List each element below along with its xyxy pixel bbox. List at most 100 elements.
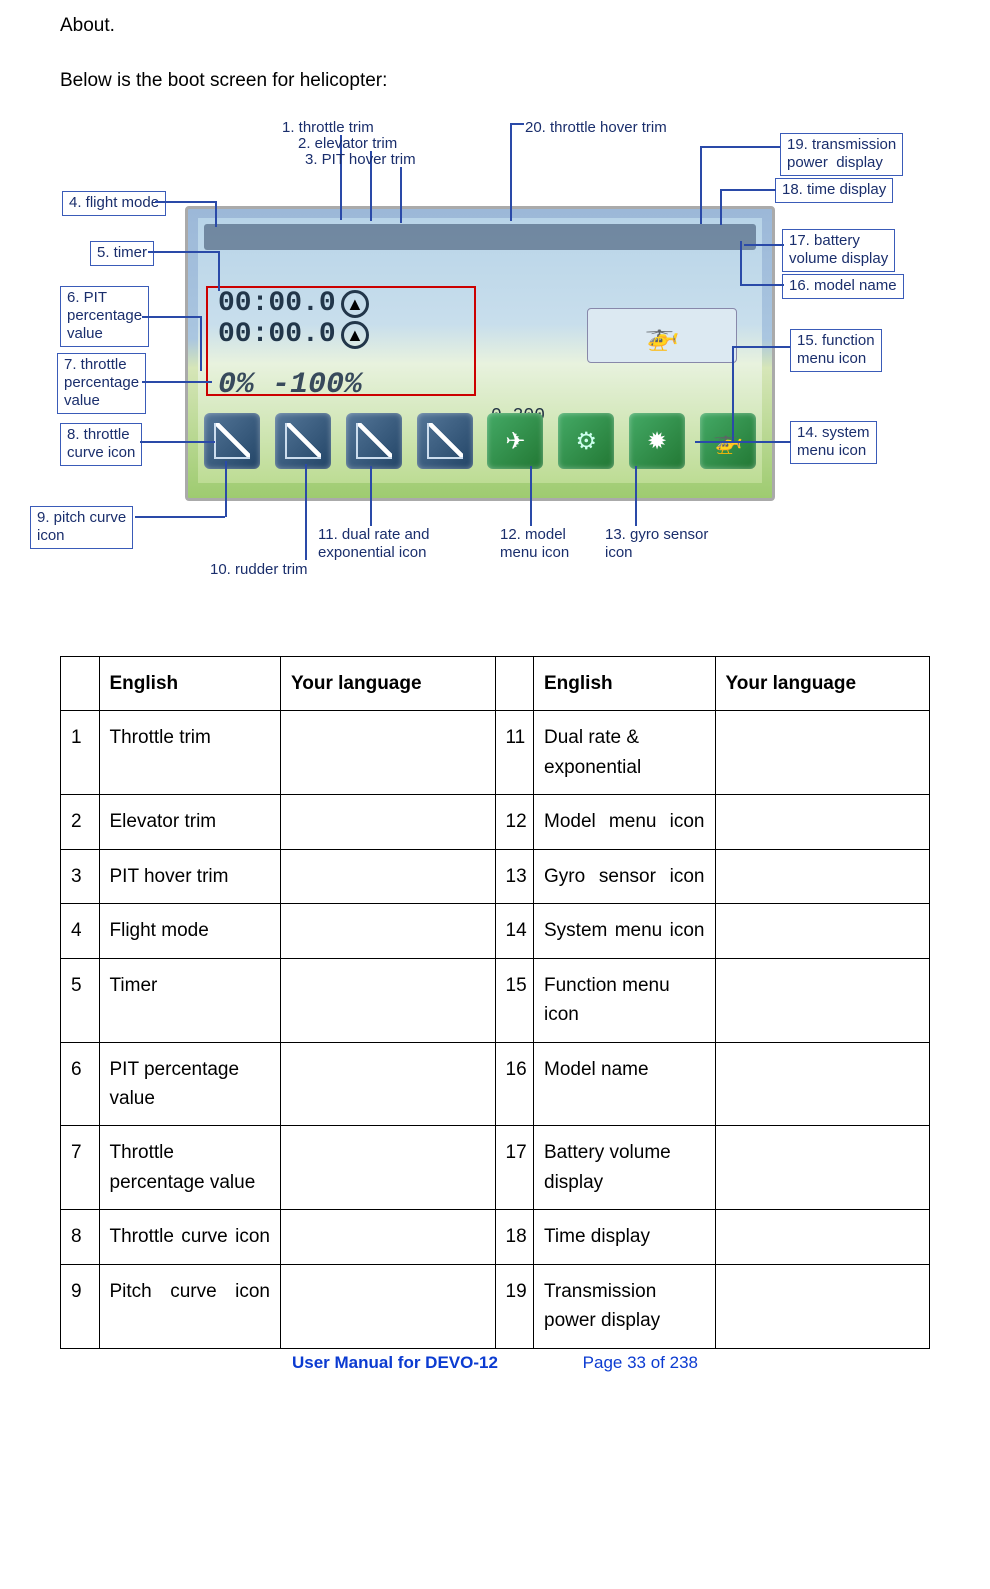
device-screen: 00:00.0 ▲ 00:00.0 ▲ 0% -100% 🚁 0 200 ◆ 0…	[198, 218, 762, 483]
line	[148, 251, 218, 253]
cell: Model name	[534, 1042, 716, 1126]
cell	[715, 795, 930, 849]
callout-17: 17. battery volume display	[782, 229, 895, 272]
cell: 18	[495, 1210, 534, 1264]
line	[142, 316, 200, 318]
cell: 15	[495, 958, 534, 1042]
boot-screen-figure: 00:00.0 ▲ 00:00.0 ▲ 0% -100% 🚁 0 200 ◆ 0…	[80, 121, 910, 596]
cell: Gyro sensor icon	[534, 849, 716, 903]
cell	[715, 1042, 930, 1126]
table-row: 5Timer15Function menu icon	[61, 958, 930, 1042]
cell: 19	[495, 1264, 534, 1348]
cell	[715, 1264, 930, 1348]
hdr-blank	[61, 657, 100, 711]
model-menu-icon	[487, 413, 543, 469]
line	[135, 516, 225, 518]
cell: Timer	[99, 958, 281, 1042]
pitch-curve-icon	[275, 413, 331, 469]
callout-8: 8. throttle curve icon	[60, 423, 142, 466]
line	[732, 346, 790, 348]
callout-13: 13. gyro sensor icon	[605, 526, 708, 562]
cell: 4	[61, 904, 100, 958]
line	[740, 284, 784, 286]
cell: 13	[495, 849, 534, 903]
line	[510, 123, 512, 221]
line	[215, 201, 217, 227]
cell	[281, 1264, 496, 1348]
line	[744, 244, 784, 246]
line	[720, 189, 776, 191]
table-row: 7Throttle percentage value17Battery volu…	[61, 1126, 930, 1210]
callout-16: 16. model name	[782, 274, 904, 299]
page-footer: User Manual for DEVO-12 Page 33 of 238	[60, 1353, 930, 1373]
callout-6: 6. PIT percentage value	[60, 286, 149, 347]
cell	[281, 795, 496, 849]
callout-9: 9. pitch curve icon	[30, 506, 133, 549]
table-row: 1Throttle trim11Dual rate & exponential	[61, 711, 930, 795]
line	[740, 241, 742, 285]
dual-rate-icon	[346, 413, 402, 469]
cell: Function menu icon	[534, 958, 716, 1042]
hdr-english: English	[99, 657, 281, 711]
cell	[281, 1210, 496, 1264]
table-header-row: English Your language English Your langu…	[61, 657, 930, 711]
line	[732, 346, 734, 441]
cell: 8	[61, 1210, 100, 1264]
cell: System menu icon	[534, 904, 716, 958]
glossary-table: English Your language English Your langu…	[60, 656, 930, 1349]
line	[142, 381, 212, 383]
callout-12: 12. model menu icon	[500, 526, 569, 562]
callout-7: 7. throttle percentage value	[57, 353, 146, 414]
cell	[715, 849, 930, 903]
cell: 17	[495, 1126, 534, 1210]
cell: 11	[495, 711, 534, 795]
cell: PIT percentage value	[99, 1042, 281, 1126]
cell: Elevator trim	[99, 795, 281, 849]
hdr-blank2	[495, 657, 534, 711]
screen-icon-row	[204, 413, 756, 475]
screen-statusbar	[204, 224, 756, 250]
cell	[281, 1042, 496, 1126]
cell	[281, 958, 496, 1042]
line	[700, 146, 780, 148]
cell	[715, 711, 930, 795]
line	[695, 441, 791, 443]
line	[140, 441, 215, 443]
cell: 2	[61, 795, 100, 849]
callout-14: 14. system menu icon	[790, 421, 877, 464]
callout-19: 19. transmission power display	[780, 133, 903, 176]
table-row: 9Pitch curve icon19Transmission power di…	[61, 1264, 930, 1348]
line	[305, 464, 307, 560]
line	[700, 146, 702, 224]
cell: Throttle trim	[99, 711, 281, 795]
table-row: 4Flight mode14System menu icon	[61, 904, 930, 958]
timer2-value: 00:00.0	[218, 319, 336, 350]
line	[400, 167, 402, 223]
hdr-yourlang2: Your language	[715, 657, 930, 711]
cell	[281, 904, 496, 958]
intro-caption: Below is the boot screen for helicopter:	[60, 67, 930, 96]
line	[155, 201, 215, 203]
line	[510, 123, 524, 125]
hdr-yourlang: Your language	[281, 657, 496, 711]
cell: Model menu icon	[534, 795, 716, 849]
cell: Throttle percentage value	[99, 1126, 281, 1210]
cell: Dual rate & exponential	[534, 711, 716, 795]
gyro-icon	[558, 413, 614, 469]
hdr-english2: English	[534, 657, 716, 711]
cell	[281, 849, 496, 903]
callout-18: 18. time display	[775, 178, 893, 203]
line	[225, 461, 227, 517]
callout-11: 11. dual rate and exponential icon	[318, 526, 429, 562]
cell	[715, 1210, 930, 1264]
footer-title: User Manual for DEVO-12	[292, 1353, 498, 1372]
model-silhouette: 🚁	[587, 308, 737, 363]
callout-15: 15. function menu icon	[790, 329, 882, 372]
cell: 6	[61, 1042, 100, 1126]
cell: PIT hover trim	[99, 849, 281, 903]
percentage-readout: 0% -100%	[218, 368, 362, 402]
line	[720, 189, 722, 225]
cell: Flight mode	[99, 904, 281, 958]
callout-10: 10. rudder trim	[210, 561, 308, 579]
line	[370, 466, 372, 526]
